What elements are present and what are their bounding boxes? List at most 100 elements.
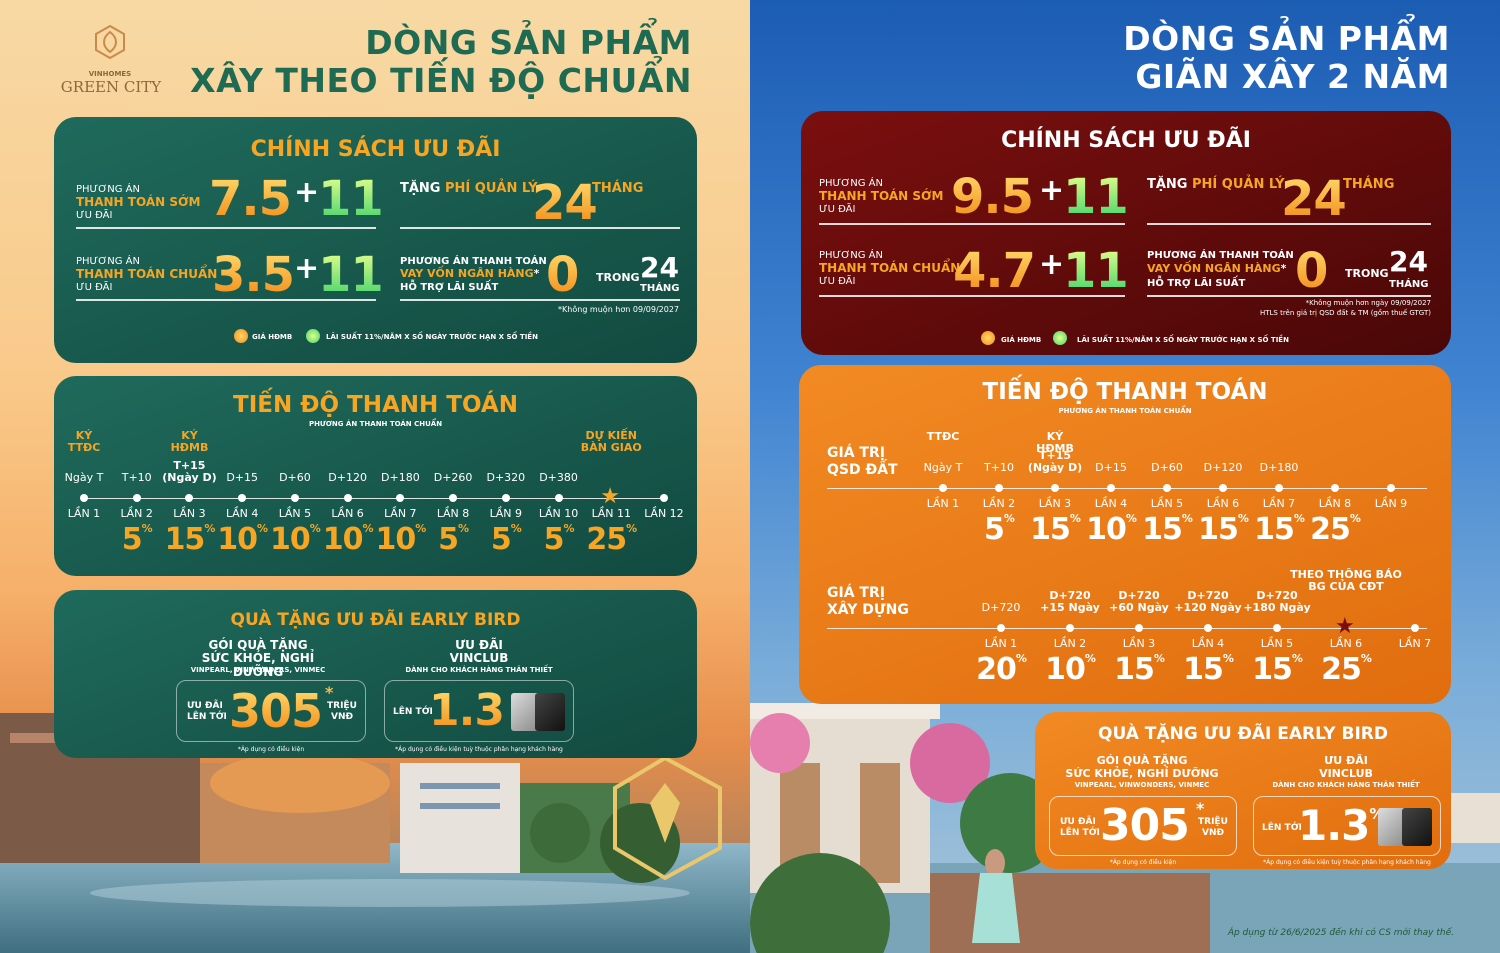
right-loan-in: TRONG: [1345, 267, 1389, 280]
milestone-time-label: D+15: [226, 471, 259, 484]
right-policy-footnote1: *Không muộn hơn ngày 09/09/2027: [1305, 299, 1431, 307]
milestone-percent: 5%: [121, 522, 153, 557]
right-gift-panel: QUÀ TẶNG ƯU ĐÃI EARLY BIRD GÓI QUÀ TẶNG …: [1035, 712, 1451, 869]
right-policy-footnote2: HTLS trên giá trị QSD đất & TM (gồm thuế…: [1259, 309, 1431, 317]
right-policy-panel: CHÍNH SÁCH ƯU ĐÃI PHƯƠNG ÁN THANH TOÁN S…: [801, 111, 1451, 355]
milestone-time-label: D+720 +60 Ngày: [1109, 589, 1169, 614]
left-fee-value: 24: [532, 175, 598, 231]
timeline-dot: [995, 484, 1003, 492]
milestone-percent: 10%: [1086, 512, 1137, 547]
left-pkg-pre2: LÊN TỚI: [187, 712, 227, 722]
right-loan-label2: VAY VỐN NGÂN HÀNG*: [1147, 262, 1287, 275]
left-progress-panel: TIẾN ĐỘ THANH TOÁN PHƯƠNG ÁN THANH TOÁN …: [54, 376, 697, 576]
left-pkg-unit1: TRIỆU: [327, 701, 357, 711]
milestone-number-label: LẦN 5: [278, 507, 312, 520]
milestone-number-label: LẦN 9: [489, 507, 523, 520]
left-early-plus: +: [294, 175, 320, 210]
green-city-logo-icon: [95, 24, 125, 60]
timeline-dot: [939, 484, 947, 492]
milestone-time-label: D+120: [1203, 461, 1243, 474]
milestone-event-label: KÝ HĐMB: [170, 429, 209, 454]
milestone-percent: 5%: [438, 522, 469, 557]
milestone-number-label: LẦN 6: [1206, 497, 1240, 510]
timeline-dot: [1387, 484, 1395, 492]
right-std-plus: +: [1039, 247, 1065, 282]
left-title-line1: DÒNG SẢN PHẨM: [365, 23, 692, 62]
left-fee-label: TẶNG PHÍ QUẢN LÝ: [400, 181, 538, 196]
left-loan-value: 0%: [546, 247, 593, 303]
timeline-dot: [1163, 484, 1171, 492]
legend-green-dot-icon: [1053, 331, 1067, 345]
timeline-dot: [554, 494, 563, 502]
right-club-line1: ƯU ĐÃI: [1324, 754, 1368, 767]
milestone-number-label: LẦN 6: [331, 507, 364, 520]
milestone-time-label: T+15 (Ngày D): [162, 459, 217, 484]
milestone-time-label: T+15 (Ngày D): [1027, 449, 1083, 474]
vinclub-card-icon: [535, 693, 565, 731]
logo-brand-name: GREEN CITY: [60, 78, 162, 96]
right-early-value: 9.5%: [951, 169, 1048, 225]
milestone-percent: 15%: [1142, 512, 1193, 547]
milestone-percent: 10%: [375, 522, 426, 557]
right-build-label2: XÂY DỰNG: [827, 602, 909, 618]
milestone-time-label: D+60: [279, 471, 311, 484]
left-loan-label1: PHƯƠNG ÁN THANH TOÁN: [400, 256, 547, 267]
right-club-note: *Áp dụng có điều kiện tuỳ thuộc phân hạn…: [1263, 859, 1431, 866]
terrace-scene-illustration: [750, 703, 1500, 953]
right-progress-panel: TIẾN ĐỘ THANH TOÁN PHƯƠNG ÁN THANH TOÁN …: [799, 365, 1451, 704]
timeline-line: [827, 628, 1427, 629]
left-early-label1: PHƯƠNG ÁN: [76, 184, 140, 195]
milestone-number-label: LẦN 12: [644, 507, 684, 520]
left-std-label2: THANH TOÁN CHUẨN: [76, 267, 218, 281]
right-pkg-unit2: VNĐ: [1202, 828, 1225, 838]
left-pkg-unit2: VNĐ: [331, 712, 354, 722]
left-club-box: LÊN TỚI 1.3%: [384, 680, 574, 742]
milestone-percent: 5%: [543, 522, 575, 557]
milestone-percent: 10%: [322, 522, 374, 557]
milestone-event-label: DỰ KIẾN BÀN GIAO: [580, 429, 642, 454]
milestone-number-label: LẦN 2: [1053, 637, 1087, 650]
milestone-time-label: Ngày T: [64, 471, 104, 484]
milestone-number-label: LẦN 7: [384, 507, 417, 520]
milestone-event-label: THEO THÔNG BÁO BG CỦA CĐT: [1290, 568, 1402, 593]
right-std-bonus: 11%: [1063, 243, 1142, 299]
milestone-percent: 15%: [1198, 512, 1249, 547]
timeline-dot: [1204, 624, 1212, 632]
milestone-time-label: D+15: [1095, 461, 1127, 474]
right-std-value: 4.7%: [953, 243, 1050, 299]
milestone-percent: 15%: [164, 522, 216, 557]
milestone-percent: 15%: [1114, 652, 1165, 687]
left-std-bonus: 11%: [318, 247, 397, 303]
milestone-time-label: D+720: [981, 601, 1021, 614]
right-early-plus: +: [1039, 173, 1065, 208]
milestone-time-label: D+180: [1259, 461, 1299, 474]
right-loan-label1: PHƯƠNG ÁN THANH TOÁN: [1147, 250, 1294, 261]
milestone-percent: 10%: [217, 522, 268, 557]
milestone-number-label: LẦN 6: [1329, 637, 1363, 650]
milestone-number-label: LẦN 4: [1191, 637, 1225, 650]
right-pkg-box: ƯU ĐÃI LÊN TỚI 305 * TRIỆU VNĐ: [1049, 796, 1237, 856]
left-std-label1: PHƯƠNG ÁN: [76, 256, 140, 267]
left-loan-in: TRONG: [596, 271, 640, 284]
left-title-line2: XÂY THEO TIẾN ĐỘ CHUẨN: [190, 61, 692, 100]
left-fee-unit: THÁNG: [592, 181, 644, 196]
milestone-percent: 20%: [976, 652, 1027, 687]
right-fee-unit: THÁNG: [1343, 177, 1395, 192]
left-club-line1: ƯU ĐÃI: [455, 638, 503, 652]
left-club-line3: DÀNH CHO KHÁCH HÀNG THÂN THIẾT: [405, 666, 553, 674]
right-early-label2: THANH TOÁN SỚM: [819, 189, 944, 203]
milestone-time-label: D+60: [1151, 461, 1183, 474]
milestone-percent: 10%: [1045, 652, 1096, 687]
legend-orange-dot-icon: [981, 331, 995, 345]
milestone-number-label: LẦN 3: [1122, 637, 1156, 650]
timeline-dot: [396, 494, 405, 502]
timeline-dot: [343, 494, 352, 502]
milestone-time-label: Ngày T: [923, 461, 963, 474]
milestone-event-label: KÝ TTĐC: [67, 429, 101, 454]
left-policy-panel: CHÍNH SÁCH ƯU ĐÃI PHƯƠNG ÁN THANH TOÁN S…: [54, 117, 697, 363]
milestone-time-label: D+380: [539, 471, 578, 484]
right-club-line2: VINCLUB: [1319, 767, 1373, 780]
divider: [819, 295, 1125, 297]
right-std-label3: ƯU ĐÃI: [819, 276, 856, 287]
milestone-percent: 15%: [1183, 652, 1234, 687]
